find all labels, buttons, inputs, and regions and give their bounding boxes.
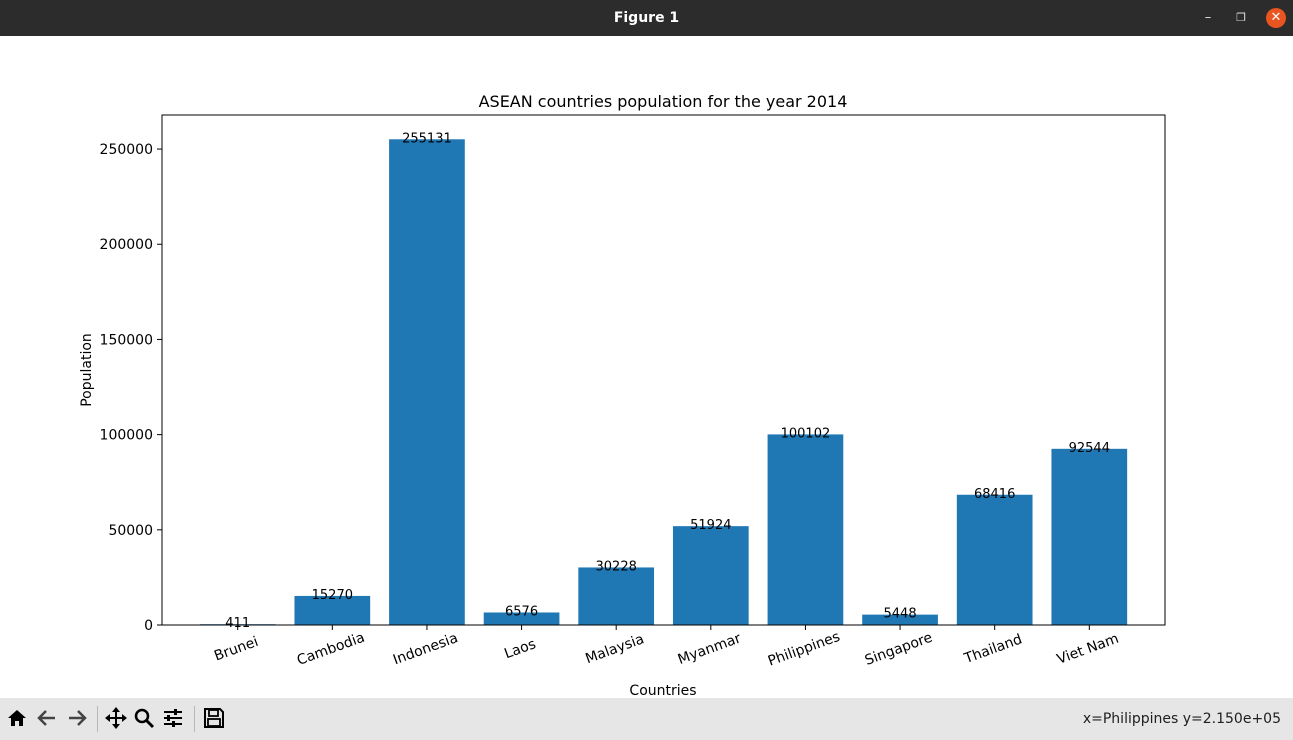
maximize-icon[interactable]: ❐ [1236,11,1246,24]
x-tick-label: Thailand [961,631,1024,667]
x-tick-label: Viet Nam [1055,631,1121,668]
x-tick-label: Brunei [212,634,260,665]
back-icon[interactable] [34,705,60,731]
plot-frame [161,114,1166,626]
bar-chart: ASEAN countries population for the year … [79,92,1166,699]
y-tick-label: 50000 [108,523,153,539]
pan-icon[interactable] [103,705,129,731]
navigation-toolbar: x=Philippines y=2.150e+05 [0,698,1293,740]
x-axis-label: Countries [629,683,696,698]
bar-value-label: 411 [225,616,250,631]
y-axis-label: Population [79,333,95,407]
bar-value-label: 68416 [974,487,1015,502]
y-tick-label: 250000 [100,142,153,158]
bar-value-label: 5448 [884,607,917,622]
home-icon[interactable] [4,705,30,731]
x-tick-label: Laos [502,636,538,662]
bar-value-label: 51924 [690,518,731,533]
x-tick-label: Myanmar [676,630,744,668]
x-tick-label: Singapore [863,630,935,669]
bar [578,567,655,625]
x-tick-label: Indonesia [391,630,460,668]
window-titlebar: Figure 1 – ❐ ✕ [0,0,1293,36]
bar [767,434,844,625]
zoom-icon[interactable] [131,705,157,731]
forward-icon[interactable] [64,705,90,731]
x-tick-label: Philippines [766,629,842,670]
y-tick-label: 200000 [100,237,153,253]
y-tick-label: 100000 [100,428,153,444]
bar [483,612,560,625]
bar [1051,448,1128,625]
bar-value-label: 92544 [1069,441,1110,456]
x-tick-label: Cambodia [295,630,367,669]
cursor-coordinates: x=Philippines y=2.150e+05 [1082,711,1281,727]
bar [389,139,465,625]
close-icon[interactable]: ✕ [1266,8,1286,28]
bar [862,614,938,625]
figure-canvas[interactable]: ASEAN countries population for the year … [0,36,1293,699]
minimize-icon[interactable]: – [1204,10,1212,25]
x-tick-label: Malaysia [583,631,646,667]
bar-value-label: 255131 [402,131,452,146]
toolbar-separator [97,706,98,732]
y-tick-label: 0 [144,618,153,634]
bar [294,595,371,625]
bar-value-label: 30228 [596,559,637,574]
bar-value-label: 15270 [312,588,353,603]
bar-value-label: 100102 [781,426,831,441]
bar [672,526,749,625]
y-tick-label: 150000 [100,332,153,348]
toolbar-separator [194,706,195,732]
save-icon[interactable] [201,705,227,731]
configure-subplots-icon[interactable] [160,705,186,731]
chart-title: ASEAN countries population for the year … [479,92,848,111]
bar [956,494,1033,625]
window-title: Figure 1 [613,10,680,26]
bar-value-label: 6576 [505,604,538,619]
